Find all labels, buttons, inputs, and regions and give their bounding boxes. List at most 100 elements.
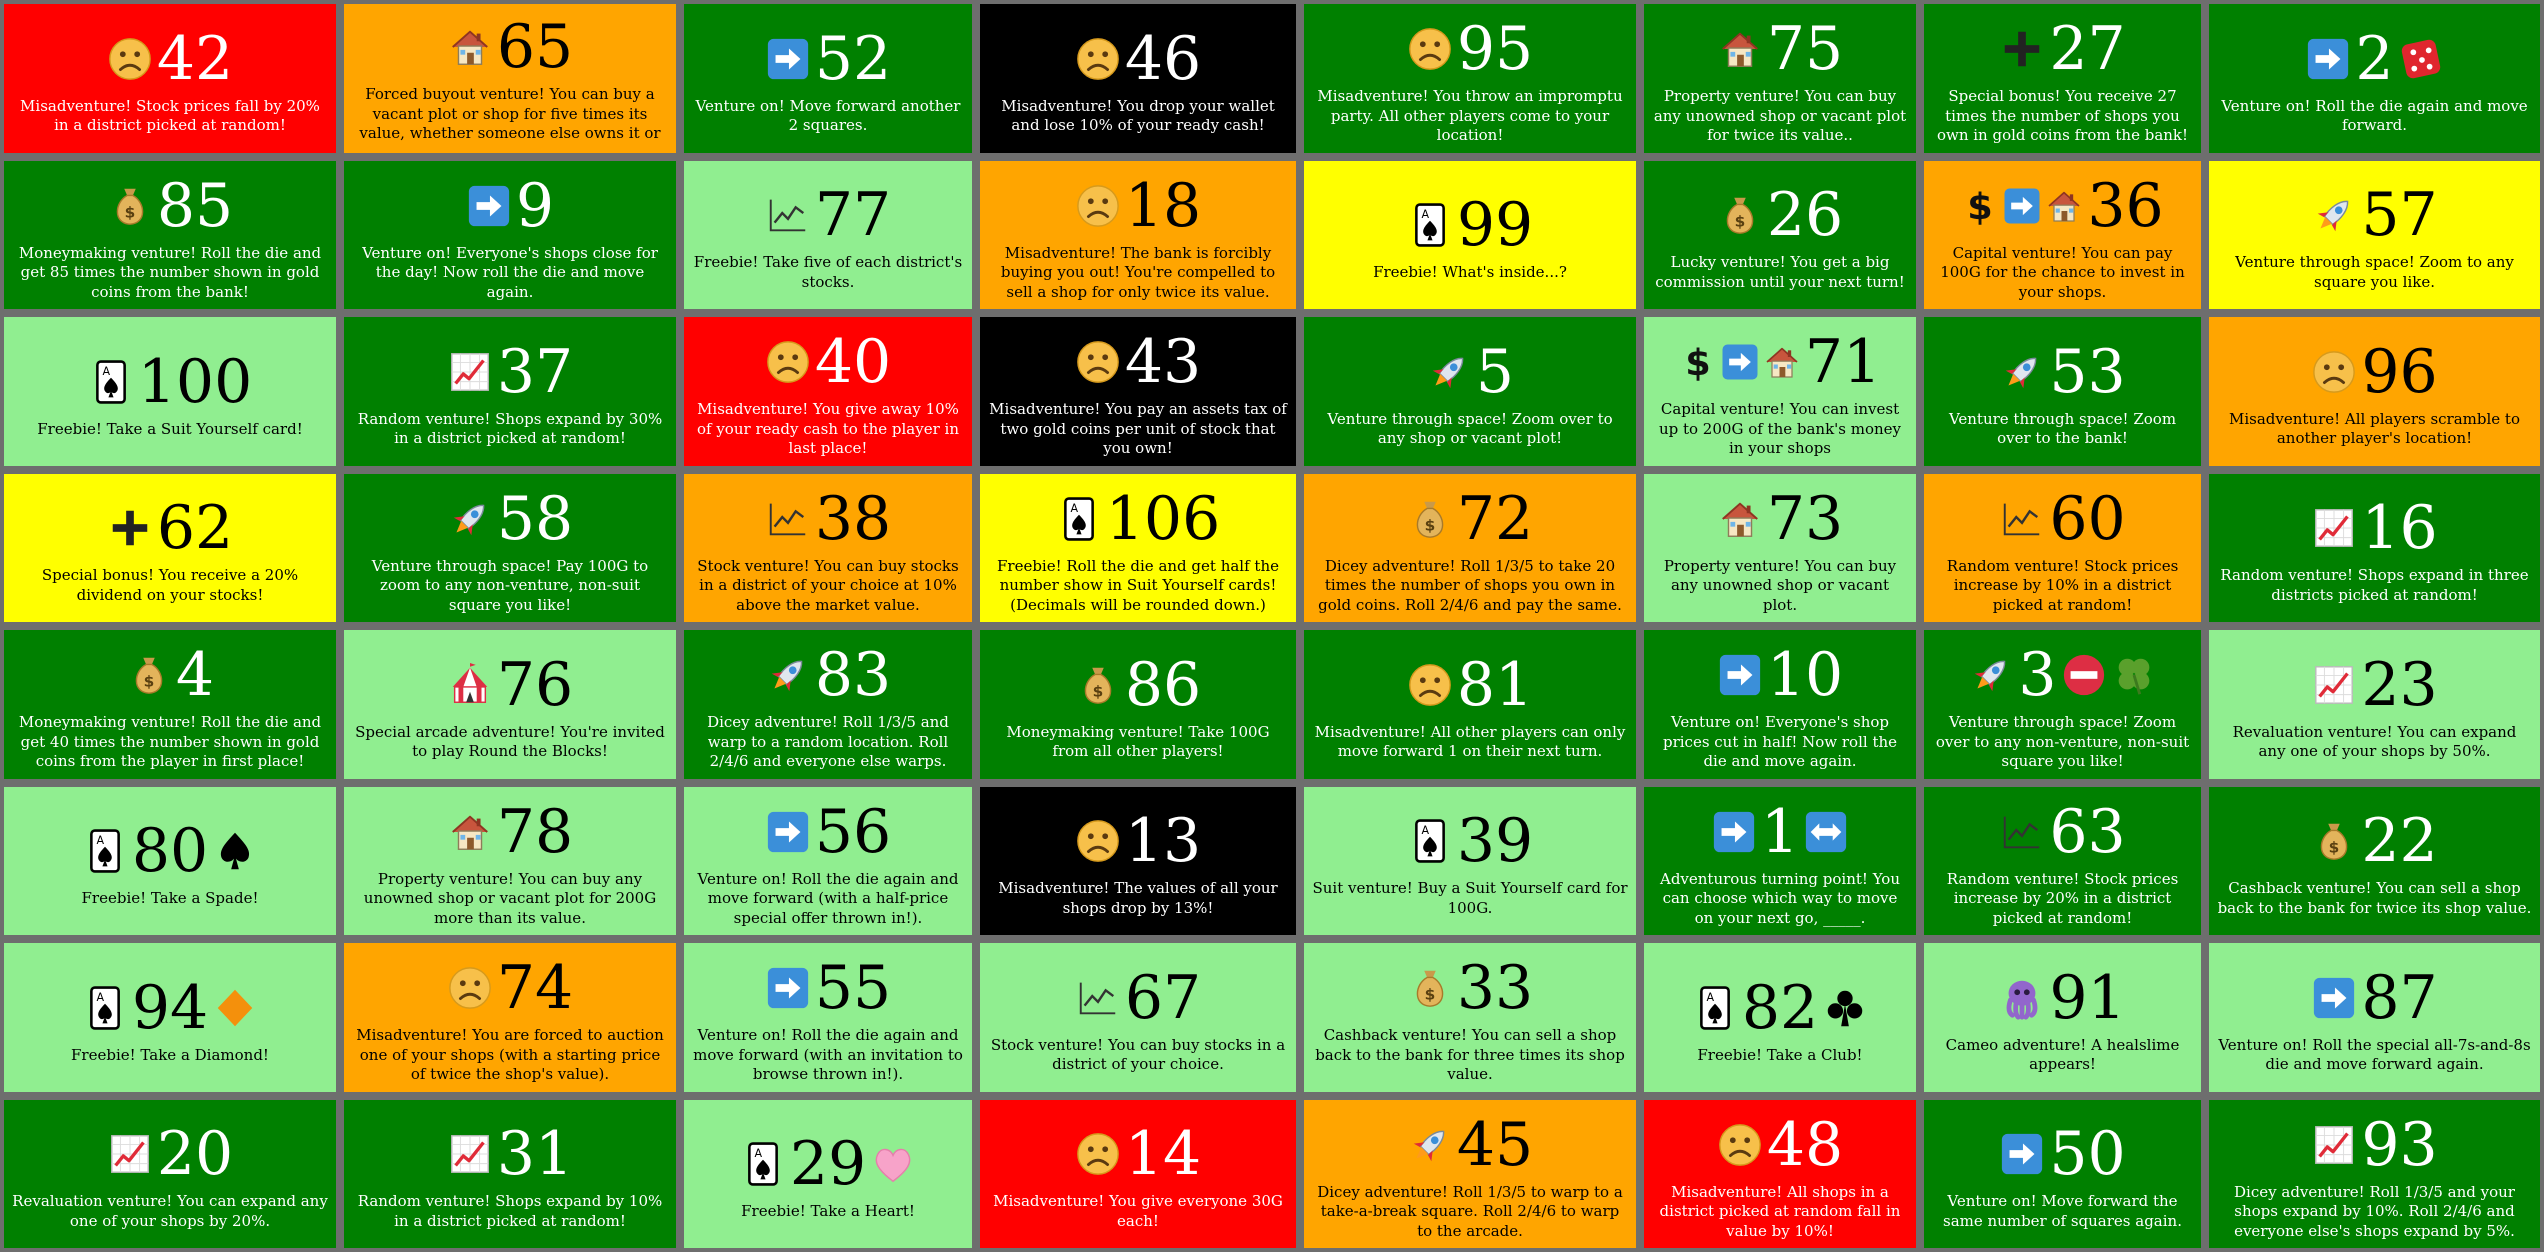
venture-card[interactable]: $26 Lucky venture! You get a big commissi… bbox=[1640, 156, 1920, 313]
venture-card[interactable]: 73 Property venture! You can buy any unow… bbox=[1640, 469, 1920, 626]
card-number: 93 bbox=[2361, 1109, 2438, 1180]
money-bag-icon: $ bbox=[2309, 816, 2359, 866]
card-description: Adventurous turning point! You can choos… bbox=[1659, 869, 1900, 927]
card-description: Random venture! Shops expand by 30% in a… bbox=[357, 409, 663, 448]
venture-card[interactable]: $86 Moneymaking venture! Take 100G from a… bbox=[976, 626, 1300, 783]
card-description: Misadventure! The values of all your sho… bbox=[998, 879, 1278, 917]
venture-card[interactable]: 3 Venture through space! Zoom over to any… bbox=[1920, 626, 2205, 783]
card-description: Freebie! Roll the die and get half the n… bbox=[996, 556, 1279, 614]
venture-card[interactable]: $4 Moneymaking venture! Roll the die and … bbox=[0, 626, 340, 783]
card-header: $86 bbox=[1073, 647, 1203, 723]
card-number: 95 bbox=[1456, 14, 1534, 84]
venture-card[interactable]: A 80 Freebie! Take a Spade! bbox=[0, 782, 340, 939]
venture-card[interactable]: 13 Misadventure! The values of all your s… bbox=[976, 782, 1300, 939]
card-description: Misadventure! You give everyone 30G each… bbox=[993, 1192, 1283, 1230]
card-header: 87 bbox=[2309, 960, 2439, 1036]
venture-card[interactable]: 20 Revaluation venture! You can expand an… bbox=[0, 1095, 340, 1252]
venture-card[interactable]: 9 Venture on! Everyone's shops close for … bbox=[340, 156, 680, 313]
venture-card[interactable]: 81 Misadventure! All other players can on… bbox=[1300, 626, 1640, 783]
card-description: Moneymaking venture! Take 100G from all … bbox=[1006, 722, 1270, 761]
rocket-icon bbox=[1405, 1120, 1455, 1170]
venture-card[interactable]: 95 Misadventure! You throw an impromptu p… bbox=[1300, 0, 1640, 157]
venture-card[interactable]: 5 Venture through space! Zoom over to any… bbox=[1300, 313, 1640, 470]
card-description: Revaluation venture! You can expand any … bbox=[12, 1192, 328, 1230]
venture-card[interactable]: A 106 Freebie! Roll the die and get half t… bbox=[976, 469, 1300, 626]
venture-card[interactable]: 87 Venture on! Roll the special all-7s-an… bbox=[2205, 939, 2544, 1096]
venture-card[interactable]: 1 Adventurous turning point! You can choo… bbox=[1640, 782, 1920, 939]
venture-card[interactable]: 58 Venture through space! Pay 100G to zoo… bbox=[340, 469, 680, 626]
venture-card[interactable]: 23 Revaluation venture! You can expand an… bbox=[2205, 626, 2544, 783]
venture-card[interactable]: 27 Special bonus! You receive 27 times th… bbox=[1920, 0, 2205, 157]
card-description: Property venture! You can buy any unowne… bbox=[363, 869, 657, 927]
venture-card[interactable]: A 82 Freebie! Take a Club! bbox=[1640, 939, 1920, 1096]
venture-card[interactable]: 50 Venture on! Move forward the same numb… bbox=[1920, 1095, 2205, 1252]
card-header: 14 bbox=[1073, 1116, 1203, 1192]
card-description: Venture on! Everyone's shops close for t… bbox=[362, 243, 658, 301]
card-number: 76 bbox=[496, 649, 574, 720]
card-header: 23 bbox=[2309, 647, 2439, 723]
venture-card[interactable]: A 94 Freebie! Take a Diamond! bbox=[0, 939, 340, 1096]
stock-chart-icon bbox=[1997, 807, 2047, 857]
card-header: $36 bbox=[1959, 168, 2165, 244]
stock-chart-icon bbox=[763, 494, 813, 544]
venture-card[interactable]: 74 Misadventure! You are forced to auctio… bbox=[340, 939, 680, 1096]
money-bag-icon: $ bbox=[105, 181, 155, 231]
card-description: Special bonus! You receive a 20% dividen… bbox=[41, 566, 299, 604]
card-description: Venture through space! Zoom to any squar… bbox=[2235, 253, 2514, 291]
venture-card[interactable]: $22 Cashback venture! You can sell a shop… bbox=[2205, 782, 2544, 939]
venture-card[interactable]: A 29 Freebie! Take a Heart! bbox=[680, 1095, 976, 1252]
venture-card[interactable]: 14 Misadventure! You give everyone 30G ea… bbox=[976, 1095, 1300, 1252]
venture-card[interactable]: 18 Misadventure! The bank is forcibly buy… bbox=[976, 156, 1300, 313]
card-header: A 99 bbox=[1405, 187, 1535, 263]
venture-card[interactable]: $71 Capital venture! You can invest up to… bbox=[1640, 313, 1920, 470]
venture-card[interactable]: 16 Random venture! Shops expand in three … bbox=[2205, 469, 2544, 626]
venture-card[interactable]: 93 Dicey adventure! Roll 1/3/5 and your s… bbox=[2205, 1095, 2544, 1252]
card-number: 43 bbox=[1124, 327, 1202, 397]
venture-card[interactable]: 62 Special bonus! You receive a 20% divid… bbox=[0, 469, 340, 626]
sad-face-icon bbox=[1405, 660, 1455, 710]
venture-card[interactable]: 78 Property venture! You can buy any unow… bbox=[340, 782, 680, 939]
venture-card[interactable]: 31 Random venture! Shops expand by 10% in… bbox=[340, 1095, 680, 1252]
venture-card[interactable]: 63 Random venture! Stock prices increase … bbox=[1920, 782, 2205, 939]
venture-card[interactable]: 55 Venture on! Roll the die again and mov… bbox=[680, 939, 976, 1096]
venture-card[interactable]: 37 Random venture! Shops expand by 30% in… bbox=[340, 313, 680, 470]
venture-card[interactable]: 91 Cameo adventure! A healslime appears! bbox=[1920, 939, 2205, 1096]
venture-card[interactable]: 60 Random venture! Stock prices increase … bbox=[1920, 469, 2205, 626]
venture-card[interactable]: A 99 Freebie! What's inside...? bbox=[1300, 156, 1640, 313]
venture-card[interactable]: $36 Capital venture! You can pay 100G for… bbox=[1920, 156, 2205, 313]
venture-card[interactable]: 45 Dicey adventure! Roll 1/3/5 to warp to… bbox=[1300, 1095, 1640, 1252]
venture-card[interactable]: 67 Stock venture! You can buy stocks in a… bbox=[976, 939, 1300, 1096]
venture-card[interactable]: A 100 Freebie! Take a Suit Yourself card! bbox=[0, 313, 340, 470]
venture-card[interactable]: A 39 Suit venture! Buy a Suit Yourself car… bbox=[1300, 782, 1640, 939]
venture-card[interactable]: 40 Misadventure! You give away 10% of you… bbox=[680, 313, 976, 470]
venture-card[interactable]: 42 Misadventure! Stock prices fall by 20%… bbox=[0, 0, 340, 157]
venture-card[interactable]: 43 Misadventure! You pay an assets tax of… bbox=[976, 313, 1300, 470]
venture-card[interactable]: 77 Freebie! Take five of each district's … bbox=[680, 156, 976, 313]
card-description: Misadventure! You drop your wallet and l… bbox=[1001, 96, 1275, 135]
venture-card[interactable]: 2 Venture on! Roll the die again and move… bbox=[2205, 0, 2544, 157]
card-header: 53 bbox=[1997, 334, 2127, 410]
venture-card[interactable]: 56 Venture on! Roll the die again and mov… bbox=[680, 782, 976, 939]
venture-card[interactable]: 65 Forced buyout venture! You can buy a v… bbox=[340, 0, 680, 157]
venture-card[interactable]: 46 Misadventure! You drop your wallet and… bbox=[976, 0, 1300, 157]
card-description: Special arcade adventure! You're invited… bbox=[355, 722, 665, 761]
venture-card[interactable]: 52 Venture on! Move forward another 2 squ… bbox=[680, 0, 976, 157]
venture-card[interactable]: 38 Stock venture! You can buy stocks in a… bbox=[680, 469, 976, 626]
venture-card[interactable]: $72 Dicey adventure! Roll 1/3/5 to take 2… bbox=[1300, 469, 1640, 626]
venture-card[interactable]: 57 Venture through space! Zoom to any squ… bbox=[2205, 156, 2544, 313]
venture-card[interactable]: 75 Property venture! You can buy any unow… bbox=[1640, 0, 1920, 157]
card-header: $26 bbox=[1715, 177, 1845, 253]
card-header: $72 bbox=[1405, 481, 1535, 557]
venture-card[interactable]: 48 Misadventure! All shops in a district … bbox=[1640, 1095, 1920, 1252]
card-description: Freebie! Take a Suit Yourself card! bbox=[37, 419, 303, 438]
venture-card[interactable]: $85 Moneymaking venture! Roll the die and… bbox=[0, 156, 340, 313]
venture-card[interactable]: 10 Venture on! Everyone's shop prices cut… bbox=[1640, 626, 1920, 783]
venture-card[interactable]: 83 Dicey adventure! Roll 1/3/5 and warp t… bbox=[680, 626, 976, 783]
venture-card[interactable]: $33 Cashback venture! You can sell a shop… bbox=[1300, 939, 1640, 1096]
venture-card[interactable]: 53 Venture through space! Zoom over to th… bbox=[1920, 313, 2205, 470]
venture-card[interactable]: 96 Misadventure! All players scramble to … bbox=[2205, 313, 2544, 470]
money-bag-icon: $ bbox=[1405, 963, 1455, 1013]
svg-text:A: A bbox=[754, 1147, 762, 1160]
venture-card[interactable]: 76 Special arcade adventure! You're invit… bbox=[340, 626, 680, 783]
trend-up-icon bbox=[445, 347, 495, 397]
